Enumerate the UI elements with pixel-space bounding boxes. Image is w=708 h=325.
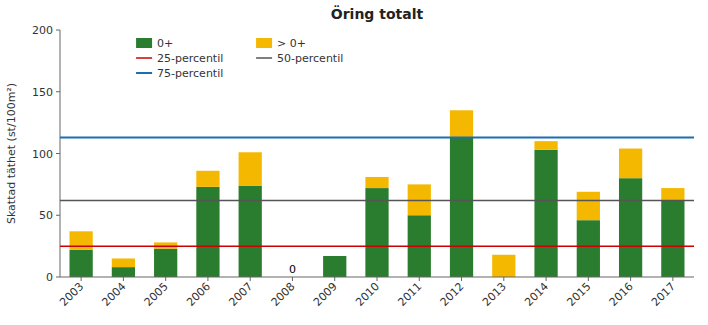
bar — [365, 188, 388, 277]
bar — [365, 177, 388, 188]
x-tick-label: 2014 — [522, 280, 551, 309]
bar — [239, 186, 262, 277]
x-tick — [207, 277, 208, 281]
bar — [112, 258, 135, 267]
x-tick — [81, 277, 82, 281]
legend-label: 25-percentil — [157, 52, 223, 65]
x-tick — [165, 277, 166, 281]
x-tick-label: 2005 — [142, 280, 171, 309]
y-axis-label: Skattad täthet (st/100m²) — [5, 83, 18, 224]
reference-line — [60, 136, 694, 138]
y-tick-label: 200 — [32, 24, 53, 37]
chart-container: Öring totalt Skattad täthet (st/100m²) 0 50… — [0, 0, 708, 325]
x-tick-label: 2003 — [57, 280, 86, 309]
y-axis-line — [60, 30, 61, 277]
x-tick-label: 2012 — [438, 280, 467, 309]
y-axis: 0 50 100 150 200 — [32, 24, 60, 284]
y-tick — [56, 153, 60, 154]
bar-series — [70, 137, 685, 277]
reference-lines — [60, 137, 694, 246]
y-tick-label: 100 — [32, 148, 53, 161]
bar — [661, 200, 684, 277]
bar-series — [70, 110, 685, 277]
y-tick — [56, 30, 60, 31]
x-tick — [503, 277, 504, 281]
x-tick-label: 2008 — [269, 280, 298, 309]
y-tick — [56, 91, 60, 92]
legend-label: 75-percentil — [157, 67, 223, 80]
x-tick — [334, 277, 335, 281]
reference-line — [60, 245, 694, 247]
bar — [112, 267, 135, 277]
legend-swatch — [256, 38, 272, 48]
bar — [492, 255, 515, 277]
x-axis: 2003 2004 2005 2006 2007 2008 2009 2010 2011 2012… — [57, 277, 694, 309]
x-tick — [588, 277, 589, 281]
x-tick-label: 2010 — [353, 280, 382, 309]
x-tick — [377, 277, 378, 281]
chart-svg: Öring totalt Skattad täthet (st/100m²) 0 50… — [0, 0, 708, 325]
bar — [323, 256, 346, 257]
bar — [70, 250, 93, 277]
x-tick — [292, 277, 293, 281]
x-tick — [461, 277, 462, 281]
x-tick-label: 2017 — [649, 280, 678, 309]
bar — [577, 192, 600, 220]
bar — [70, 231, 93, 250]
x-tick — [630, 277, 631, 281]
legend-swatch — [136, 38, 152, 48]
bar — [534, 150, 557, 277]
y-tick — [56, 277, 60, 278]
x-tick — [419, 277, 420, 281]
bar — [619, 149, 642, 179]
legend-swatch — [136, 72, 152, 74]
bar — [619, 178, 642, 277]
legend: 0+ > 0+ 25-percentil 50-percentil 75-percent… — [136, 37, 343, 80]
x-tick-label: 2007 — [226, 280, 255, 309]
x-tick-label: 2006 — [184, 280, 213, 309]
plot-area — [60, 110, 694, 277]
title: Öring totalt — [331, 5, 424, 22]
x-tick-label: 2004 — [100, 280, 129, 309]
legend-label: > 0+ — [277, 37, 306, 50]
bar — [196, 171, 219, 187]
bar — [534, 141, 557, 150]
bar — [450, 137, 473, 277]
y-tick — [56, 215, 60, 216]
legend-swatch — [136, 57, 152, 59]
legend-label: 50-percentil — [277, 52, 343, 65]
bar — [577, 220, 600, 277]
bar — [239, 152, 262, 185]
x-tick-label: 2009 — [311, 280, 340, 309]
x-tick — [546, 277, 547, 281]
y-tick-label: 50 — [39, 209, 53, 222]
y-tick-label: 0 — [46, 271, 53, 284]
y-tick-label: 150 — [32, 86, 53, 99]
bar — [450, 110, 473, 137]
legend-swatch — [256, 57, 272, 59]
x-tick — [123, 277, 124, 281]
x-tick — [250, 277, 251, 281]
bar — [323, 256, 346, 277]
legend-label: 0+ — [157, 37, 173, 50]
x-tick-label: 2015 — [564, 280, 593, 309]
bar — [661, 188, 684, 200]
reference-line — [60, 200, 694, 202]
annotation: 0 — [289, 263, 296, 276]
x-tick-label: 2011 — [395, 280, 424, 309]
bar — [154, 249, 177, 277]
x-tick-label: 2016 — [607, 280, 636, 309]
x-tick — [672, 277, 673, 281]
x-tick-label: 2013 — [480, 280, 509, 309]
